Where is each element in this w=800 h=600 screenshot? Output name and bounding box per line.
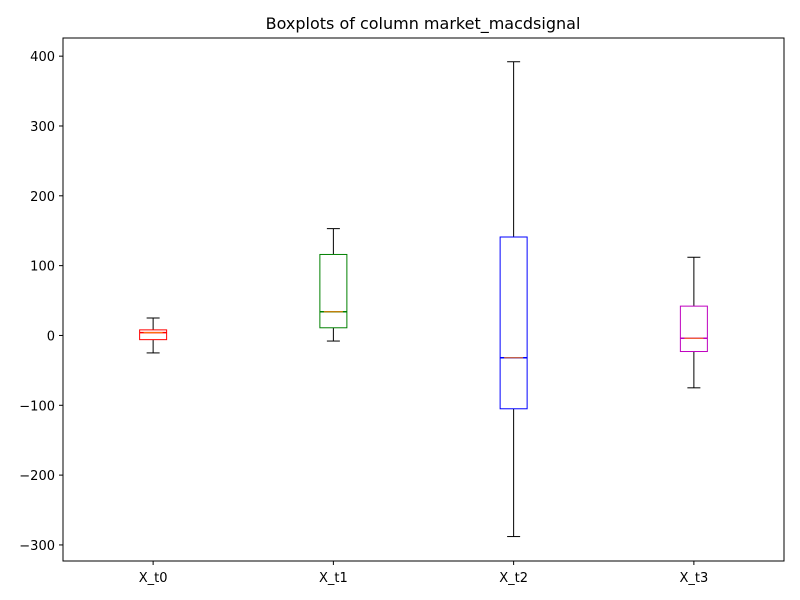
x-tick-label: X_t0 — [139, 571, 168, 586]
box-X_t1 — [319, 253, 348, 329]
y-tick-label: 100 — [30, 260, 55, 275]
box-X_t0 — [139, 329, 168, 341]
x-tick-label: X_t2 — [499, 571, 528, 586]
y-tick-label: −100 — [19, 399, 55, 414]
y-tick-label: −300 — [19, 539, 55, 554]
y-tick-label: 400 — [30, 50, 55, 65]
chart-title: Boxplots of column market_macdsignal — [266, 14, 581, 34]
plot-frame — [62, 37, 785, 562]
box-X_t3 — [679, 305, 708, 353]
box-X_t2 — [499, 236, 528, 410]
x-tick-label: X_t1 — [319, 571, 348, 586]
y-tick-label: 0 — [47, 329, 55, 344]
y-tick-label: 200 — [30, 190, 55, 205]
y-tick-label: 300 — [30, 120, 55, 135]
x-tick-label: X_t3 — [679, 571, 708, 586]
y-tick-label: −200 — [19, 469, 55, 484]
